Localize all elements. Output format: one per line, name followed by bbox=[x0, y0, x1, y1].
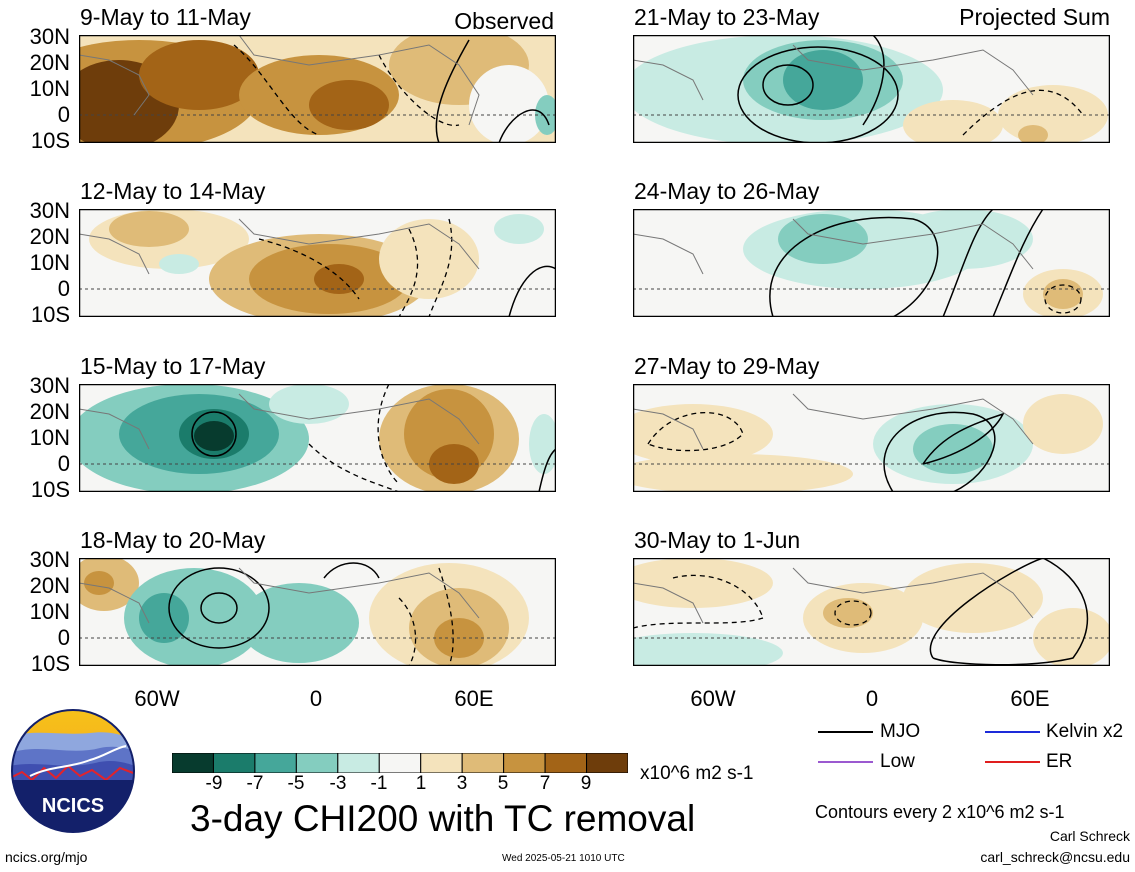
colorbar-swatch bbox=[172, 753, 214, 773]
lat-label: 20N bbox=[29, 573, 70, 598]
mjo-legend-line bbox=[818, 731, 873, 733]
colorbar-tick-label: -9 bbox=[205, 773, 223, 794]
panel-title: 27-May to 29-May bbox=[634, 353, 820, 379]
lat-label: 30N bbox=[29, 373, 70, 398]
lat-label: 10S bbox=[30, 302, 70, 327]
lat-label: 20N bbox=[29, 50, 70, 75]
colorbar-tick-label: -7 bbox=[246, 773, 264, 794]
map-panel bbox=[633, 384, 1110, 492]
colorbar-swatch bbox=[544, 753, 588, 773]
lat-label: 10S bbox=[30, 128, 70, 153]
panel-title: 12-May to 14-May bbox=[80, 178, 266, 204]
projected-sum-label: Projected Sum bbox=[959, 4, 1110, 30]
map-panel bbox=[633, 558, 1110, 666]
main-title: 3-day CHI200 with TC removal bbox=[190, 798, 696, 839]
er-legend-line bbox=[985, 761, 1040, 763]
panel-title: 9-May to 11-May bbox=[80, 4, 251, 30]
ncics-logo: NCICS bbox=[11, 709, 135, 833]
lat-label: 10S bbox=[30, 651, 70, 676]
lat-label: 0 bbox=[57, 451, 70, 476]
colorbar-tick-label: 5 bbox=[497, 773, 509, 794]
lon-label: 0 bbox=[865, 686, 879, 711]
colorbar-tick-label: 1 bbox=[415, 773, 427, 794]
lat-label: 10N bbox=[29, 599, 70, 624]
site-link[interactable]: ncics.org/mjo bbox=[5, 849, 88, 865]
credit-name: Carl Schreck bbox=[1049, 828, 1130, 844]
colorbar-swatch bbox=[378, 753, 422, 773]
panel-title: 18-May to 20-May bbox=[80, 527, 266, 553]
lat-label: 10N bbox=[29, 76, 70, 101]
colorbar-swatch bbox=[337, 753, 380, 773]
lat-label: 10S bbox=[30, 477, 70, 502]
colorbar-swatch bbox=[586, 753, 628, 773]
logo-text: NCICS bbox=[42, 795, 104, 817]
contours-note: Contours every 2 x10^6 m2 s-1 bbox=[815, 802, 1065, 822]
low-legend-label: Low bbox=[880, 751, 915, 772]
lat-label: 0 bbox=[57, 102, 70, 127]
lat-label: 10N bbox=[29, 250, 70, 275]
colorbar-tick-label: 7 bbox=[539, 773, 551, 794]
map-panel bbox=[79, 384, 556, 492]
lat-label: 20N bbox=[29, 224, 70, 249]
colorbar-tick-label: -3 bbox=[329, 773, 347, 794]
lat-label: 0 bbox=[57, 276, 70, 301]
kelvin-legend-label: Kelvin x2 bbox=[1046, 721, 1124, 742]
er-legend-label: ER bbox=[1046, 751, 1073, 772]
lat-label: 30N bbox=[29, 547, 70, 572]
colorbar-tick-label: -1 bbox=[370, 773, 388, 794]
map-panel bbox=[79, 209, 556, 317]
map-panel bbox=[79, 35, 556, 143]
colorbar-tick-label: -5 bbox=[287, 773, 305, 794]
lon-label: 60W bbox=[134, 686, 180, 711]
map-panel bbox=[633, 35, 1110, 143]
colorbar-swatch bbox=[420, 753, 463, 773]
colorbar-tick-label: 3 bbox=[456, 773, 468, 794]
colorbar-swatch bbox=[461, 753, 505, 773]
colorbar-swatch bbox=[212, 753, 256, 773]
observed-label: Observed bbox=[454, 8, 554, 34]
lat-label: 30N bbox=[29, 24, 70, 49]
mjo-legend-label: MJO bbox=[880, 721, 921, 742]
lat-label: 0 bbox=[57, 625, 70, 650]
panel-title: 30-May to 1-Jun bbox=[634, 527, 801, 553]
lat-label: 20N bbox=[29, 399, 70, 424]
lon-label: 0 bbox=[309, 686, 323, 711]
lat-label: 10N bbox=[29, 425, 70, 450]
map-panel bbox=[633, 209, 1110, 317]
credit-email: carl_schreck@ncsu.edu bbox=[980, 849, 1130, 865]
low-legend-line bbox=[818, 761, 873, 763]
colorbar-tick-label: 9 bbox=[580, 773, 592, 794]
colorbar-swatch bbox=[503, 753, 546, 773]
panel-title: 24-May to 26-May bbox=[634, 178, 820, 204]
timestamp: Wed 2025-05-21 1010 UTC bbox=[502, 853, 625, 864]
colorbar-units: x10^6 m2 s-1 bbox=[640, 763, 754, 784]
panel-title: 15-May to 17-May bbox=[80, 353, 266, 379]
lon-label: 60E bbox=[1010, 686, 1050, 711]
kelvin-legend-line bbox=[985, 731, 1040, 733]
panel-title: 21-May to 23-May bbox=[634, 4, 820, 30]
colorbar-swatch bbox=[254, 753, 297, 773]
colorbar bbox=[172, 753, 628, 773]
lon-label: 60E bbox=[454, 686, 494, 711]
colorbar-swatch bbox=[295, 753, 339, 773]
lat-label: 30N bbox=[29, 198, 70, 223]
lon-label: 60W bbox=[690, 686, 736, 711]
map-panel bbox=[79, 558, 556, 666]
